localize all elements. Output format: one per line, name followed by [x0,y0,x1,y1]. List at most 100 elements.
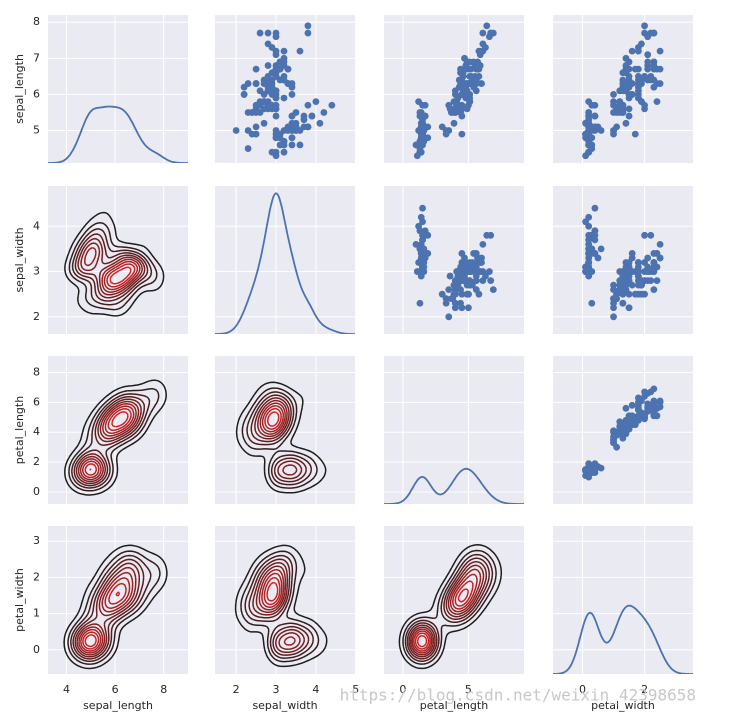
plot-area [48,105,188,163]
kde-contour [409,564,485,656]
y-axis-label: petal_width [13,568,26,632]
scatter-point [453,101,461,109]
scatter-point [483,22,491,30]
scatter-point [647,277,655,284]
plot-area [215,192,355,334]
scatter-point [417,134,425,142]
scatter-point [467,72,475,80]
kde-contour [240,550,320,663]
scatter-point [284,127,292,134]
scatter-point [591,112,599,120]
scatter-point [650,250,658,257]
scatter-point [466,94,474,102]
scatter-point [320,109,328,116]
scatter-point [438,290,446,298]
scatter-point [296,47,304,55]
scatter-point [638,80,645,87]
scatter-point [472,286,480,294]
scatter-point [638,281,645,289]
scatter-point [417,268,425,275]
scatter-point [479,240,487,248]
scatter-point [474,254,481,262]
scatter-point [641,22,648,30]
scatter-point [458,290,466,298]
scatter-point [244,80,252,87]
kde-contour [77,237,146,299]
x-tick-label: 2 [641,683,648,696]
scatter-point [479,277,487,284]
scatter-point [610,433,617,441]
scatter-point [419,204,426,212]
panel [553,15,693,163]
scatter-point [588,299,596,307]
scatter-point [656,254,664,262]
scatter-point [445,313,453,321]
scatter-point [457,299,464,307]
y-tick-label: 2 [33,570,40,583]
scatter-point [467,65,475,73]
scatter-point [466,58,474,66]
scatter-point [650,385,658,393]
panel [384,356,524,504]
y-tick-label: 4 [33,219,40,232]
scatter-point [304,22,312,30]
scatter-point [650,259,658,266]
plot-area [398,544,503,670]
panel-background [215,356,355,504]
scatter-point [653,98,661,106]
kde-contour [103,260,139,291]
scatter-point [634,65,642,73]
scatter-point [650,286,658,294]
kde-contour [414,580,474,650]
kde-contour [411,568,482,654]
scatter-point [625,105,633,113]
scatter-point [256,87,264,95]
scatter-point [272,65,280,73]
panel [48,186,188,334]
kde-contour [261,404,285,433]
kde-contour [64,211,165,317]
scatter-point [585,254,593,262]
scatter-point [421,101,429,109]
kde-contour [406,557,490,660]
scatter-point [308,112,316,120]
scatter-point [419,116,426,124]
watermark: https://blog.csdn.net/weixin_42398658 [340,686,696,705]
scatter-point [455,83,463,91]
y-tick-label: 2 [33,310,40,323]
kde-contour [264,407,282,430]
scatter-point [446,272,454,280]
plot-area [232,22,336,160]
scatter-point [641,231,648,239]
scatter-point [447,295,455,303]
kde-contour [70,554,152,663]
scatter-point [613,443,621,451]
kde-contour [72,558,145,660]
scatter-point [591,460,599,468]
scatter-point [622,119,630,127]
scatter-point [610,101,617,109]
x-axis-label: petal_length [420,699,488,712]
scatter-point [634,406,642,414]
kde-contour [84,407,132,476]
panel [553,526,693,674]
scatter-point [628,47,636,55]
scatter-point [653,277,661,284]
panel [215,186,357,334]
kde-contour [413,573,478,652]
scatter-point [610,313,617,321]
kde-contour [404,553,494,663]
scatter-point [650,83,658,91]
plot-area [582,22,664,160]
kde-contour [82,582,127,650]
panel [215,356,357,504]
x-tick-label: 0 [399,683,406,696]
scatter-point [417,254,425,262]
y-tick-label: 3 [33,265,40,278]
scatter-point [483,231,491,239]
kde-contour [244,554,314,659]
scatter-point [597,245,605,253]
scatter-point [264,29,272,37]
kde-contour [248,558,310,656]
